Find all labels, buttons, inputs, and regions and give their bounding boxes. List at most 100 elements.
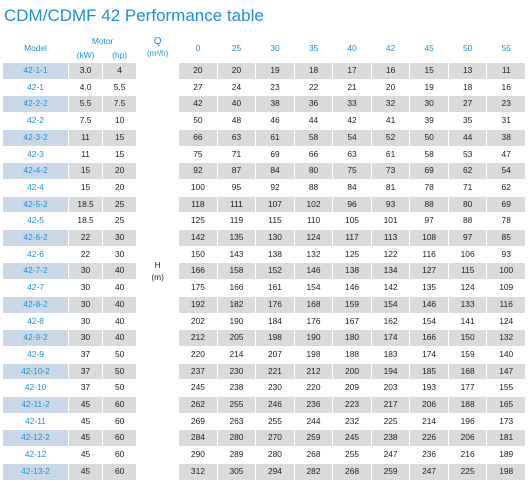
kw-cell: 45 <box>68 446 104 464</box>
head-value-cell: 20 <box>216 62 257 80</box>
head-value-cell: 138 <box>332 262 372 281</box>
hp-cell: 40 <box>102 262 138 281</box>
head-value-cell: 162 <box>370 312 411 331</box>
model-cell: 42-6-2 <box>1 229 70 247</box>
model-header: Model <box>1 33 70 63</box>
head-value-cell: 96 <box>332 195 372 214</box>
head-value-cell: 115 <box>447 262 488 281</box>
head-value-cell: 245 <box>178 379 218 398</box>
head-value-cell: 41 <box>370 112 411 130</box>
flow-col-8: 55 <box>486 33 526 63</box>
head-value-cell: 48 <box>216 112 257 130</box>
table-row: 42-8 30 40 202 190 184 176 167 162 154 141 124 <box>1 312 526 331</box>
head-value-cell: 20 <box>178 62 218 80</box>
table-row: 42-10-2 37 50 237 230 221 212 200 194 185 168 147 <box>1 362 526 381</box>
head-value-cell: 61 <box>255 128 295 147</box>
head-value-cell: 92 <box>178 162 218 180</box>
head-value-cell: 16 <box>370 62 411 80</box>
head-value-cell: 206 <box>447 429 488 448</box>
head-value-cell: 107 <box>255 195 295 214</box>
head-value-cell: 154 <box>293 279 334 297</box>
head-value-cell: 198 <box>486 462 526 481</box>
flow-col-2: 30 <box>255 33 295 63</box>
table-row: 42-1-1 3.0 4 H (m) 20 20 19 18 17 16 15 13 11 <box>1 62 526 481</box>
head-value-cell: 97 <box>447 229 488 247</box>
head-value-cell: 174 <box>370 329 411 347</box>
head-value-cell: 230 <box>255 379 295 398</box>
head-value-cell: 188 <box>447 396 488 414</box>
table-row: 42-11-2 45 60 262 255 246 236 223 217 206 188 165 <box>1 396 526 414</box>
head-value-cell: 71 <box>216 145 257 164</box>
head-value-cell: 134 <box>370 262 411 281</box>
table-row: 42-6-2 22 30 142 135 130 124 117 113 108 97 85 <box>1 229 526 247</box>
head-value-cell: 198 <box>293 345 334 364</box>
model-cell: 42-3-2 <box>1 128 70 147</box>
kw-cell: 3.0 <box>68 62 104 80</box>
head-value-cell: 73 <box>370 162 411 180</box>
head-value-cell: 205 <box>216 329 257 347</box>
flow-col-4: 40 <box>332 33 372 63</box>
head-value-cell: 58 <box>293 128 334 147</box>
model-cell: 42-7 <box>1 279 70 297</box>
head-value-cell: 17 <box>332 62 372 80</box>
head-value-cell: 175 <box>178 279 218 297</box>
head-value-cell: 284 <box>178 429 218 448</box>
head-value-cell: 13 <box>447 62 488 80</box>
hp-cell: 15 <box>102 128 138 147</box>
head-value-cell: 220 <box>293 379 334 398</box>
table-body: 42-1-1 3.0 4 H (m) 20 20 19 18 17 16 15 13 11 42-1 4.0 5… <box>1 62 526 481</box>
kw-cell: 37 <box>68 379 104 398</box>
flow-col-5: 42 <box>370 33 411 63</box>
head-value-cell: 173 <box>486 412 526 431</box>
head-value-cell: 69 <box>409 162 449 180</box>
head-value-cell: 23 <box>255 78 295 97</box>
head-value-cell: 80 <box>293 162 334 180</box>
table-row: 42-3 11 15 75 71 69 66 63 61 58 53 47 <box>1 145 526 164</box>
head-value-cell: 80 <box>447 195 488 214</box>
hp-cell: 40 <box>102 329 138 347</box>
head-value-cell: 69 <box>255 145 295 164</box>
head-value-cell: 166 <box>178 262 218 281</box>
head-value-cell: 132 <box>293 245 334 264</box>
head-value-cell: 142 <box>178 229 218 247</box>
head-value-cell: 180 <box>332 329 372 347</box>
flow-col-1: 25 <box>216 33 257 63</box>
kw-cell: 11 <box>68 145 104 164</box>
head-value-cell: 203 <box>370 379 411 398</box>
hp-cell: 15 <box>102 145 138 164</box>
head-value-cell: 189 <box>486 446 526 464</box>
head-value-cell: 38 <box>486 128 526 147</box>
kw-cell: 18.5 <box>68 195 104 214</box>
head-value-cell: 184 <box>255 312 295 331</box>
head-value-cell: 206 <box>409 396 449 414</box>
head-value-cell: 116 <box>486 295 526 314</box>
flow-col-6: 45 <box>409 33 449 63</box>
table-row: 42-9 37 50 220 214 207 198 188 183 174 159 140 <box>1 345 526 364</box>
head-value-cell: 16 <box>486 78 526 97</box>
head-value-cell: 92 <box>255 178 295 197</box>
table-row: 42-2-2 5.5 7.5 42 40 38 36 33 32 30 27 23 <box>1 95 526 114</box>
head-value-cell: 132 <box>486 329 526 347</box>
table-row: 42-13-2 45 60 312 305 294 282 268 259 247 225 198 <box>1 462 526 481</box>
flow-col-0: 0 <box>178 33 218 63</box>
head-value-cell: 46 <box>255 112 295 130</box>
hp-cell: 25 <box>102 212 138 231</box>
head-value-cell: 183 <box>370 345 411 364</box>
head-value-cell: 32 <box>370 95 411 114</box>
model-cell: 42-3 <box>1 145 70 164</box>
head-value-cell: 87 <box>216 162 257 180</box>
head-value-cell: 24 <box>216 78 257 97</box>
head-value-cell: 159 <box>332 295 372 314</box>
head-value-cell: 125 <box>332 245 372 264</box>
head-value-cell: 31 <box>486 112 526 130</box>
head-value-cell: 245 <box>332 429 372 448</box>
head-value-cell: 40 <box>216 95 257 114</box>
head-value-cell: 118 <box>178 195 218 214</box>
table-row: 42-4-2 15 20 92 87 84 80 75 73 69 62 54 <box>1 162 526 180</box>
head-value-cell: 280 <box>255 446 295 464</box>
model-cell: 42-13-2 <box>1 462 70 481</box>
head-value-cell: 15 <box>409 62 449 80</box>
head-value-cell: 44 <box>447 128 488 147</box>
head-value-cell: 150 <box>447 329 488 347</box>
head-value-cell: 100 <box>486 262 526 281</box>
